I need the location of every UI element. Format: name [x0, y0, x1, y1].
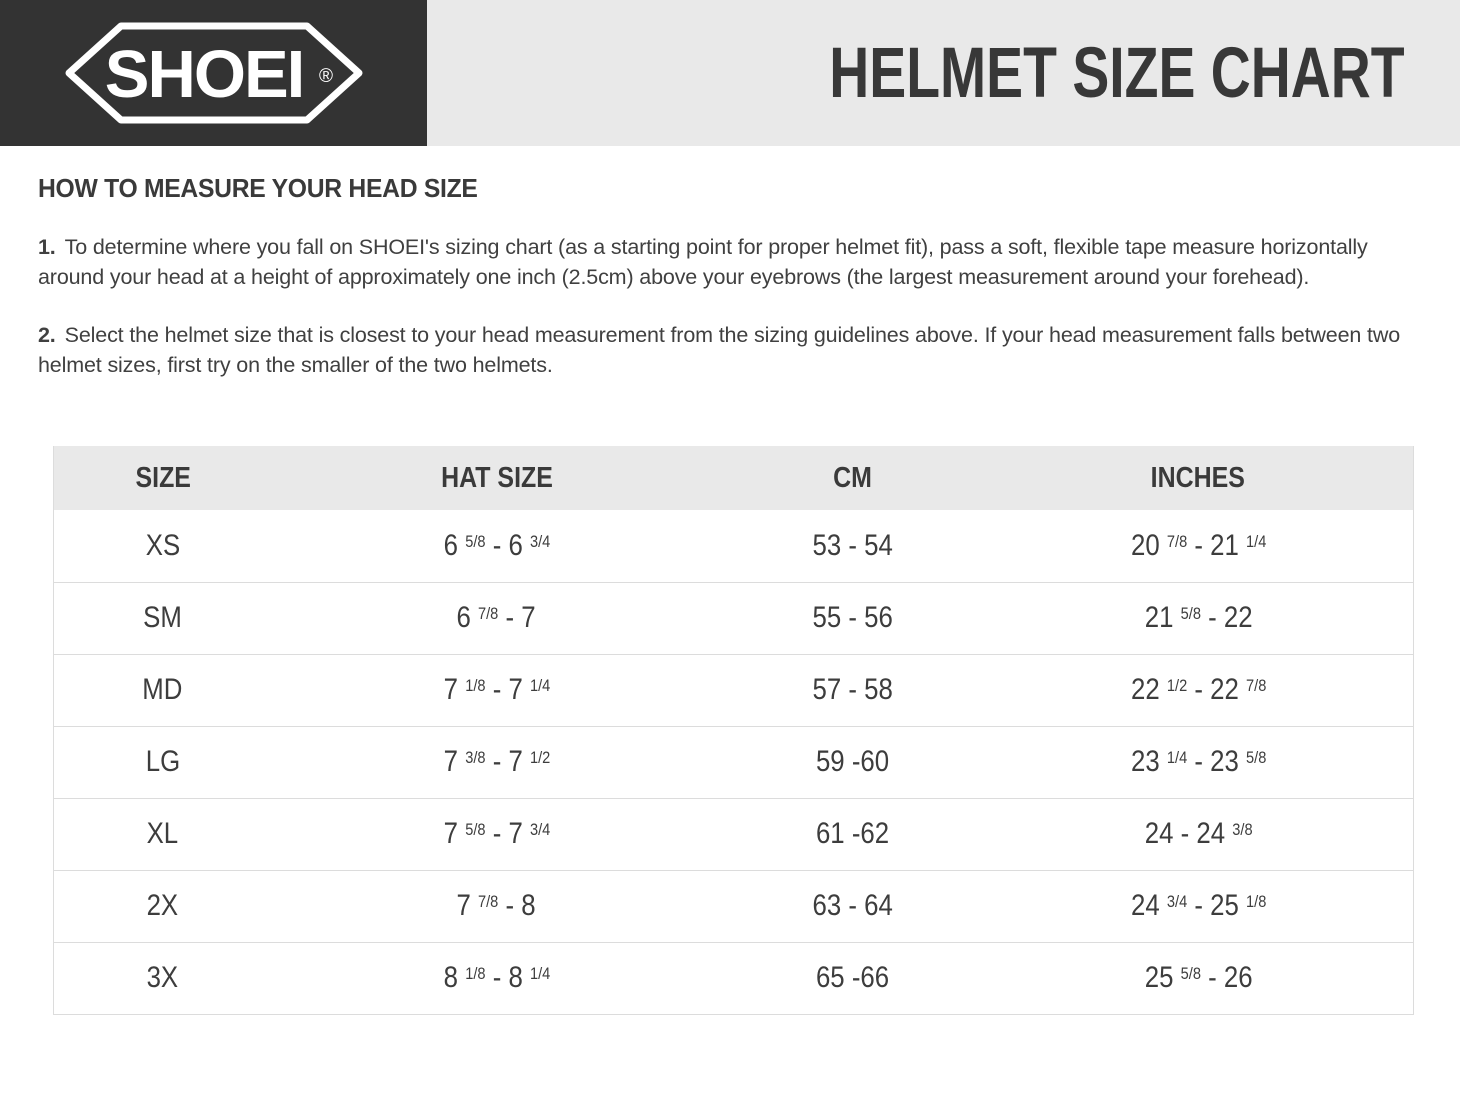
step-1-text: To determine where you fall on SHOEI's s…	[38, 235, 1368, 289]
hat-size-value: 7 3/8 - 7 1/2	[443, 745, 550, 778]
column-header-cm: CM	[721, 446, 984, 510]
cm-value: 53 - 54	[812, 528, 893, 562]
header-row: SIZE HAT SIZE CM INCHES	[53, 446, 1414, 510]
cm-cell: 53 - 54	[722, 510, 984, 582]
shoei-logo: SHOEI ®	[0, 0, 427, 146]
size-cell: LG	[53, 725, 272, 798]
hat-size-cell: 7 3/8 - 7 1/2	[271, 725, 722, 798]
table-row: 3X 8 1/8 - 8 1/4 65 -66 25 5/8 - 26	[53, 941, 1414, 1014]
inches-value: 22 1/2 - 22 7/8	[1130, 673, 1266, 706]
inches-value: 23 1/4 - 23 5/8	[1130, 745, 1266, 778]
size-value: SM	[143, 601, 183, 634]
size-cell: 2X	[53, 869, 272, 942]
inches-value: 24 3/4 - 25 1/8	[1130, 889, 1266, 922]
size-value: LG	[145, 745, 180, 778]
cm-value: 61 -62	[815, 817, 890, 850]
step-2-number: 2.	[38, 323, 56, 347]
cm-cell: 63 - 64	[721, 869, 984, 942]
step-2-text: Select the helmet size that is closest t…	[38, 323, 1401, 377]
cm-value: 63 - 64	[812, 889, 893, 922]
cm-cell: 57 - 58	[721, 653, 984, 726]
column-header-size: SIZE	[53, 446, 272, 510]
title-banner: HELMET SIZE CHART	[427, 0, 1460, 146]
size-cell: MD	[53, 653, 272, 726]
size-cell: 3X	[53, 941, 272, 1014]
cm-cell: 55 - 56	[721, 581, 984, 654]
cm-value: 55 - 56	[812, 601, 893, 634]
size-cell: SM	[53, 581, 272, 654]
inches-cell: 21 5/8 - 22	[983, 581, 1414, 654]
hat-size-cell: 6 5/8 - 6 3/4	[272, 510, 722, 582]
hat-size-value: 8 1/8 - 8 1/4	[443, 961, 550, 994]
logo-hexagon-icon: SHOEI ®	[65, 22, 362, 124]
inches-value: 24 - 24 3/8	[1144, 817, 1253, 850]
instruction-step-2: 2. Select the helmet size that is closest…	[38, 320, 1422, 380]
hat-size-cell: 6 7/8 - 7	[271, 581, 722, 654]
size-value: 2X	[146, 889, 179, 922]
table-row: XL 7 5/8 - 7 3/4 61 -62 24 - 24 3/8	[53, 797, 1414, 870]
size-table-body: XS 6 5/8 - 6 3/4 53 - 54 20 7/8 - 21 1/4…	[53, 510, 1414, 1014]
instructions-heading-text: HOW TO MEASURE YOUR HEAD SIZE	[38, 173, 478, 203]
inches-cell: 23 1/4 - 23 5/8	[983, 725, 1414, 798]
size-value: XL	[146, 817, 179, 850]
column-header-cm-text: CM	[833, 461, 872, 494]
table-row: 2X 7 7/8 - 8 63 - 64 24 3/4 - 25 1/8	[53, 869, 1414, 942]
step-1-number: 1.	[38, 235, 56, 259]
inches-cell: 22 1/2 - 22 7/8	[983, 653, 1414, 726]
table-row: MD 7 1/8 - 7 1/4 57 - 58 22 1/2 - 22 7/8	[53, 653, 1414, 726]
cm-cell: 65 -66	[721, 941, 984, 1014]
cm-cell: 59 -60	[721, 725, 984, 798]
inches-value: 21 5/8 - 22	[1144, 601, 1253, 634]
table-row: SM 6 7/8 - 7 55 - 56 21 5/8 - 22	[53, 581, 1414, 654]
column-header-inches-text: INCHES	[1151, 461, 1246, 494]
cm-value: 57 - 58	[812, 673, 893, 706]
hat-size-value: 6 5/8 - 6 3/4	[443, 528, 550, 562]
hat-size-cell: 7 5/8 - 7 3/4	[271, 797, 722, 870]
inches-cell: 24 - 24 3/8	[983, 797, 1414, 870]
table-row: LG 7 3/8 - 7 1/2 59 -60 23 1/4 - 23 5/8	[53, 725, 1414, 798]
hat-size-value: 7 5/8 - 7 3/4	[443, 817, 550, 850]
size-value: XS	[145, 528, 180, 562]
size-table-header: SIZE HAT SIZE CM INCHES	[53, 446, 1414, 510]
inches-cell: 24 3/4 - 25 1/8	[983, 869, 1414, 942]
size-table-wrapper: SIZE HAT SIZE CM INCHES XS 6 5/8 - 6 3/4…	[53, 446, 1422, 1015]
cm-value: 65 -66	[815, 961, 890, 994]
size-table: SIZE HAT SIZE CM INCHES XS 6 5/8 - 6 3/4…	[53, 446, 1414, 1015]
size-cell: XS	[54, 510, 272, 582]
inches-value: 25 5/8 - 26	[1144, 961, 1253, 994]
hat-size-value: 7 1/8 - 7 1/4	[443, 673, 550, 706]
content-area: HOW TO MEASURE YOUR HEAD SIZE 1. To deter…	[0, 173, 1460, 1015]
inches-cell: 20 7/8 - 21 1/4	[984, 510, 1414, 582]
inches-cell: 25 5/8 - 26	[983, 941, 1414, 1014]
hat-size-value: 6 7/8 - 7	[456, 601, 537, 634]
table-row: XS 6 5/8 - 6 3/4 53 - 54 20 7/8 - 21 1/4	[54, 510, 1414, 582]
hat-size-cell: 7 7/8 - 8	[271, 869, 722, 942]
size-value: MD	[142, 673, 183, 706]
instructions-heading: HOW TO MEASURE YOUR HEAD SIZE	[38, 173, 1422, 204]
hat-size-value: 7 7/8 - 8	[456, 889, 537, 922]
header-bar: SHOEI ® HELMET SIZE CHART	[0, 0, 1460, 146]
logo-text: SHOEI	[104, 37, 303, 112]
column-header-hat-size-text: HAT SIZE	[440, 461, 553, 494]
registered-trademark-icon: ®	[319, 66, 333, 87]
column-header-size-text: SIZE	[135, 461, 191, 494]
page-title: HELMET SIZE CHART	[829, 33, 1405, 113]
column-header-inches: INCHES	[983, 446, 1414, 510]
hat-size-cell: 7 1/8 - 7 1/4	[271, 653, 722, 726]
cm-cell: 61 -62	[721, 797, 984, 870]
size-value: 3X	[146, 961, 179, 994]
cm-value: 59 -60	[815, 745, 890, 778]
size-cell: XL	[53, 797, 272, 870]
column-header-hat-size: HAT SIZE	[271, 446, 722, 510]
hat-size-cell: 8 1/8 - 8 1/4	[271, 941, 722, 1014]
instruction-step-1: 1. To determine where you fall on SHOEI's…	[38, 232, 1422, 292]
inches-value: 20 7/8 - 21 1/4	[1130, 528, 1266, 562]
